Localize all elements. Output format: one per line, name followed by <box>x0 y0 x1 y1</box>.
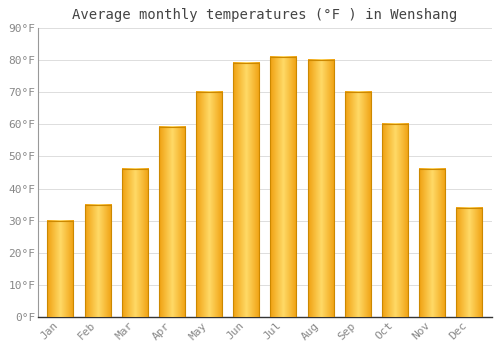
Bar <box>270 57 296 317</box>
Bar <box>196 92 222 317</box>
Bar <box>345 92 371 317</box>
Bar <box>234 63 260 317</box>
Bar <box>122 169 148 317</box>
Bar <box>456 208 482 317</box>
Bar <box>382 124 408 317</box>
Bar <box>48 221 74 317</box>
Bar <box>308 60 334 317</box>
Bar <box>84 205 110 317</box>
Title: Average monthly temperatures (°F ) in Wenshang: Average monthly temperatures (°F ) in We… <box>72 8 458 22</box>
Bar <box>159 127 185 317</box>
Bar <box>419 169 445 317</box>
